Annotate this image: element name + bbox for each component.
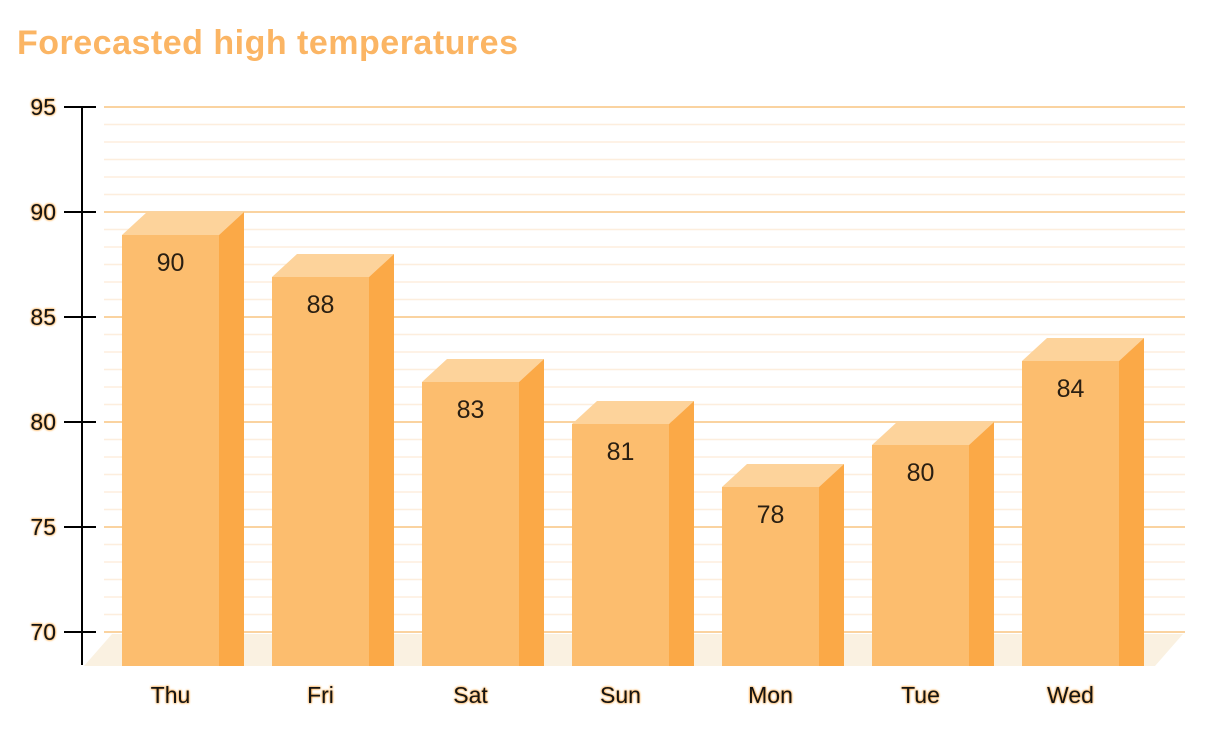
bar-top-face (872, 422, 994, 445)
y-tick-label: 70 (30, 619, 56, 645)
bar-thu: 90 (122, 212, 244, 666)
bar-sun: 81 (572, 401, 694, 666)
bar-side-face (519, 359, 544, 666)
y-tick-label: 95 (30, 94, 56, 120)
bar-value-label: 81 (607, 438, 635, 466)
y-tick-label: 75 (30, 514, 56, 540)
bar-mon: 78 (722, 464, 844, 666)
y-tick-label: 85 (30, 304, 56, 330)
bar-value-label: 83 (457, 396, 485, 424)
x-tick-label: Sat (453, 682, 488, 708)
bar-side-face (819, 464, 844, 666)
x-tick-label: Sun (600, 682, 641, 708)
bar-front-face (872, 445, 969, 666)
bar-front-face (1022, 361, 1119, 666)
bar-side-face (1119, 338, 1144, 666)
bar-top-face (1022, 338, 1144, 361)
bar-value-label: 84 (1057, 375, 1085, 403)
y-axis: 70 75 80 85 90 95 (30, 94, 96, 665)
bar-front-face (422, 382, 519, 666)
bars: 90 88 83 81 78 80 84 (122, 212, 1144, 666)
bar-front-face (272, 277, 369, 666)
bar-front-face (722, 487, 819, 666)
bar-sat: 83 (422, 359, 544, 666)
bar-wed: 84 (1022, 338, 1144, 666)
bar-top-face (572, 401, 694, 424)
x-tick-label: Fri (307, 682, 334, 708)
bar-value-label: 78 (757, 501, 785, 529)
bar-fri: 88 (272, 254, 394, 666)
x-tick-label: Wed (1047, 682, 1094, 708)
bar-top-face (272, 254, 394, 277)
bar-top-face (722, 464, 844, 487)
y-tick-label: 90 (30, 199, 56, 225)
bar-side-face (669, 401, 694, 666)
bar-value-label: 90 (157, 249, 185, 277)
chart-title: Forecasted high temperatures (17, 24, 518, 62)
bar-value-label: 80 (907, 459, 935, 487)
bar-top-face (122, 212, 244, 235)
x-axis-labels: Thu Fri Sat Sun Mon Tue Wed (151, 682, 1094, 708)
bar-side-face (969, 422, 994, 666)
bar-value-label: 88 (307, 291, 335, 319)
x-tick-label: Mon (748, 682, 793, 708)
bar-side-face (219, 212, 244, 666)
bar-top-face (422, 359, 544, 382)
bar-side-face (369, 254, 394, 666)
x-tick-label: Tue (901, 682, 940, 708)
bar-tue: 80 (872, 422, 994, 666)
bar-front-face (572, 424, 669, 666)
y-tick-label: 80 (30, 409, 56, 435)
bar-front-face (122, 235, 219, 666)
x-tick-label: Thu (151, 682, 191, 708)
